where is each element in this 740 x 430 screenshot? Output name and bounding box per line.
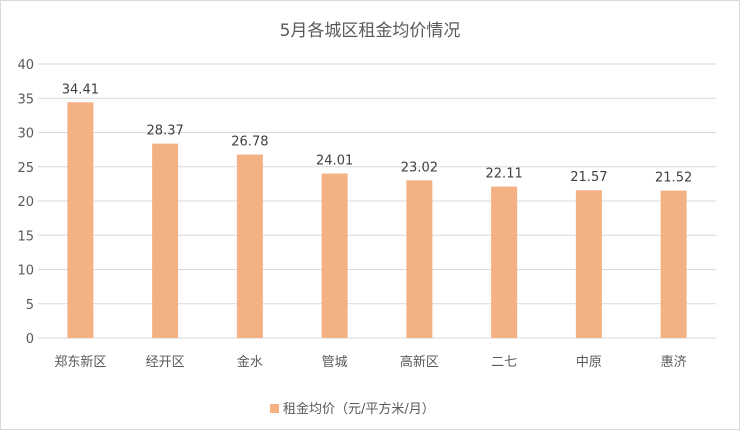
y-tick-label: 35 (17, 92, 34, 107)
gridlines (38, 63, 716, 339)
data-label: 28.37 (147, 124, 184, 139)
x-tick-label: 二七 (491, 355, 517, 370)
data-label: 34.41 (62, 82, 99, 97)
data-labels: 34.41 28.37 26.78 24.01 23.02 22.11 21.57 21.52 (62, 82, 692, 185)
bar (67, 102, 94, 338)
data-label: 21.57 (570, 170, 607, 185)
legend: 租金均价（元/平方米/月） (270, 401, 435, 417)
legend-swatch (270, 404, 279, 413)
y-tick-label: 15 (17, 229, 34, 244)
y-tick-label: 40 (17, 58, 34, 73)
x-tick-label: 金水 (237, 354, 263, 370)
chart-title: 5月各城区租金均价情况 (280, 21, 461, 41)
x-tick-label: 经开区 (146, 355, 185, 370)
bar (660, 190, 687, 338)
y-tick-label: 30 (17, 127, 34, 142)
bar (491, 186, 518, 338)
legend-label: 租金均价（元/平方米/月） (283, 401, 435, 417)
data-label: 22.11 (486, 167, 523, 182)
bar (236, 154, 263, 338)
x-axis-labels: 郑东新区 经开区 金水 管城 高新区 二七 中原 惠济 (54, 354, 686, 370)
data-label: 21.52 (655, 171, 692, 186)
x-tick-label: 高新区 (400, 354, 439, 370)
x-tick-label: 惠济 (661, 355, 687, 370)
y-tick-label: 10 (17, 264, 34, 279)
bars (67, 102, 687, 338)
y-tick-label: 0 (26, 332, 34, 347)
x-tick-label: 郑东新区 (54, 354, 106, 370)
bar (321, 173, 348, 338)
bar (406, 180, 433, 338)
x-tick-label: 中原 (576, 355, 602, 370)
x-tick-label: 管城 (322, 355, 348, 370)
y-axis-ticks: 0 5 10 15 20 25 30 35 40 (17, 58, 34, 347)
bar (575, 190, 602, 338)
data-label: 23.02 (401, 160, 438, 175)
data-label: 26.78 (231, 135, 268, 150)
data-label: 24.01 (316, 154, 353, 169)
y-tick-label: 20 (17, 195, 34, 210)
y-tick-label: 25 (17, 161, 34, 176)
bar (152, 143, 179, 338)
y-tick-label: 5 (26, 298, 34, 313)
